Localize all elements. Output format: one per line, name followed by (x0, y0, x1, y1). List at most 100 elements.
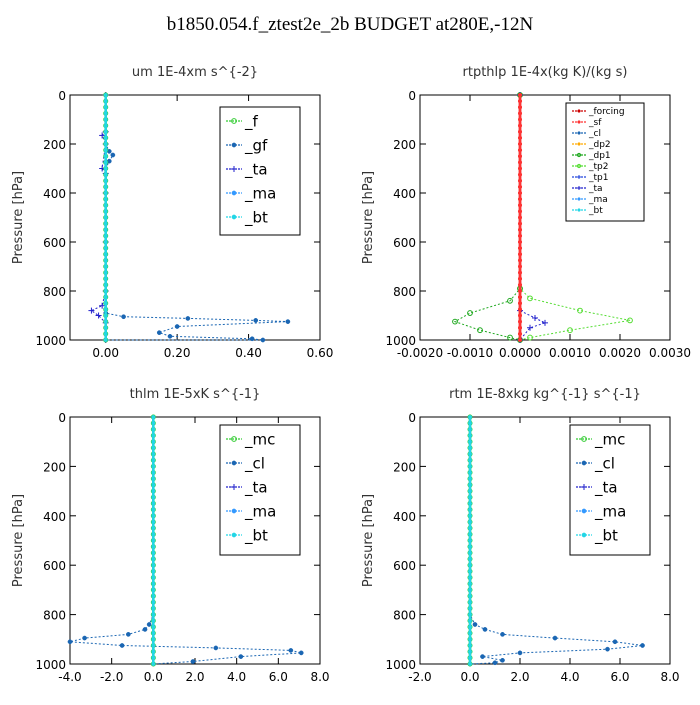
legend-entry: _ma (572, 195, 608, 205)
data-point (260, 337, 266, 343)
data-point (468, 452, 472, 457)
data-point (518, 203, 522, 208)
data-point (472, 622, 478, 627)
y-tick-label: 600 (393, 559, 416, 573)
legend-label: _ma (588, 195, 608, 205)
data-point (103, 264, 108, 269)
data-point (452, 318, 458, 325)
data-point (468, 427, 472, 432)
data-point (103, 331, 108, 336)
data-point (103, 105, 108, 110)
data-point (518, 270, 522, 275)
legend-label: _tp1 (588, 173, 608, 183)
panel-title: um 1E-4xm s^{-2} (132, 65, 258, 80)
data-point (518, 178, 522, 183)
data-point (468, 421, 472, 426)
data-point (95, 312, 102, 319)
panel-rtm: rtm 1E-8xkg kg^{-1} s^{-1} Pressure [hPa]… (350, 380, 700, 700)
data-point (518, 105, 522, 110)
data-point (468, 532, 472, 537)
data-point (518, 295, 522, 300)
data-point (151, 519, 156, 524)
data-point (468, 458, 472, 463)
data-point (612, 639, 618, 645)
data-point (103, 301, 108, 306)
data-point (518, 215, 522, 220)
data-point (468, 649, 472, 654)
data-point (110, 152, 116, 158)
data-point (285, 319, 291, 324)
data-point (156, 330, 162, 335)
data-point (518, 184, 522, 189)
data-point (151, 489, 156, 494)
series-bt (468, 415, 472, 666)
series-line (469, 417, 643, 665)
data-point (103, 270, 108, 275)
data-point (298, 650, 304, 656)
data-point (468, 507, 472, 512)
data-point (103, 215, 108, 220)
data-point (468, 501, 472, 506)
data-point (527, 295, 533, 302)
data-point (518, 338, 522, 342)
y-tick-label: 400 (43, 510, 66, 524)
data-point (151, 649, 156, 654)
y-tick-label: 200 (43, 138, 66, 152)
data-point (518, 227, 522, 232)
data-point (103, 325, 108, 330)
data-point (468, 526, 472, 531)
legend-label: _ta (244, 160, 268, 179)
series-line (519, 95, 631, 341)
data-point (142, 627, 148, 632)
data-point (518, 111, 522, 116)
data-point (103, 209, 108, 214)
data-point (213, 645, 219, 651)
data-point (151, 538, 156, 543)
x-tick-label: 2.0 (185, 670, 204, 684)
x-tick-label: -0.0010 (447, 346, 493, 360)
data-point (82, 635, 87, 641)
data-point (103, 160, 108, 165)
data-point (151, 458, 156, 463)
data-point (468, 624, 472, 629)
legend-entry: _gf (226, 136, 268, 155)
x-tick-label: 0.0000 (499, 346, 541, 360)
data-point (151, 637, 156, 642)
data-point (249, 336, 255, 342)
legend-entry: _ta (226, 478, 268, 497)
legend-label: _cl (244, 454, 265, 473)
data-point (468, 637, 472, 642)
data-point (468, 655, 472, 660)
data-point (468, 612, 472, 617)
y-axis-label: Pressure [hPa] (361, 494, 376, 587)
chart-svg: thlm 1E-5xK s^{-1} Pressure [hPa] -4.0 -2.0… (11, 387, 330, 684)
legend-label: _bt (588, 206, 603, 216)
panel-rtpthlp: rtpthlp 1E-4x(kg K)/(kg s) Pressure [hPa]… (350, 58, 700, 368)
data-point (151, 476, 156, 481)
legend-label: _mc (244, 430, 275, 449)
data-point (507, 334, 513, 341)
data-point (151, 433, 156, 438)
data-point (518, 246, 522, 251)
data-point (103, 227, 108, 232)
data-point (103, 154, 108, 159)
data-point (151, 421, 156, 426)
data-point (518, 276, 522, 281)
legend-entry: _cl (572, 129, 601, 139)
data-point (468, 464, 472, 469)
y-tick-label: 600 (393, 236, 416, 250)
data-point (103, 295, 108, 300)
data-point (468, 519, 472, 524)
series-line (519, 95, 547, 341)
panel-thlm: thlm 1E-5xK s^{-1} Pressure [hPa] -4.0 -2.0… (0, 380, 350, 700)
legend-label: _tp2 (588, 162, 608, 172)
legend-label: _f (244, 112, 259, 131)
legend-label: _ta (588, 184, 603, 194)
data-point (468, 563, 472, 568)
y-tick-label: 400 (393, 510, 416, 524)
data-point (527, 324, 533, 331)
data-point (468, 557, 472, 562)
data-point (103, 252, 108, 257)
y-tick-label: 200 (393, 138, 416, 152)
x-tick-label: 0.40 (235, 346, 262, 360)
